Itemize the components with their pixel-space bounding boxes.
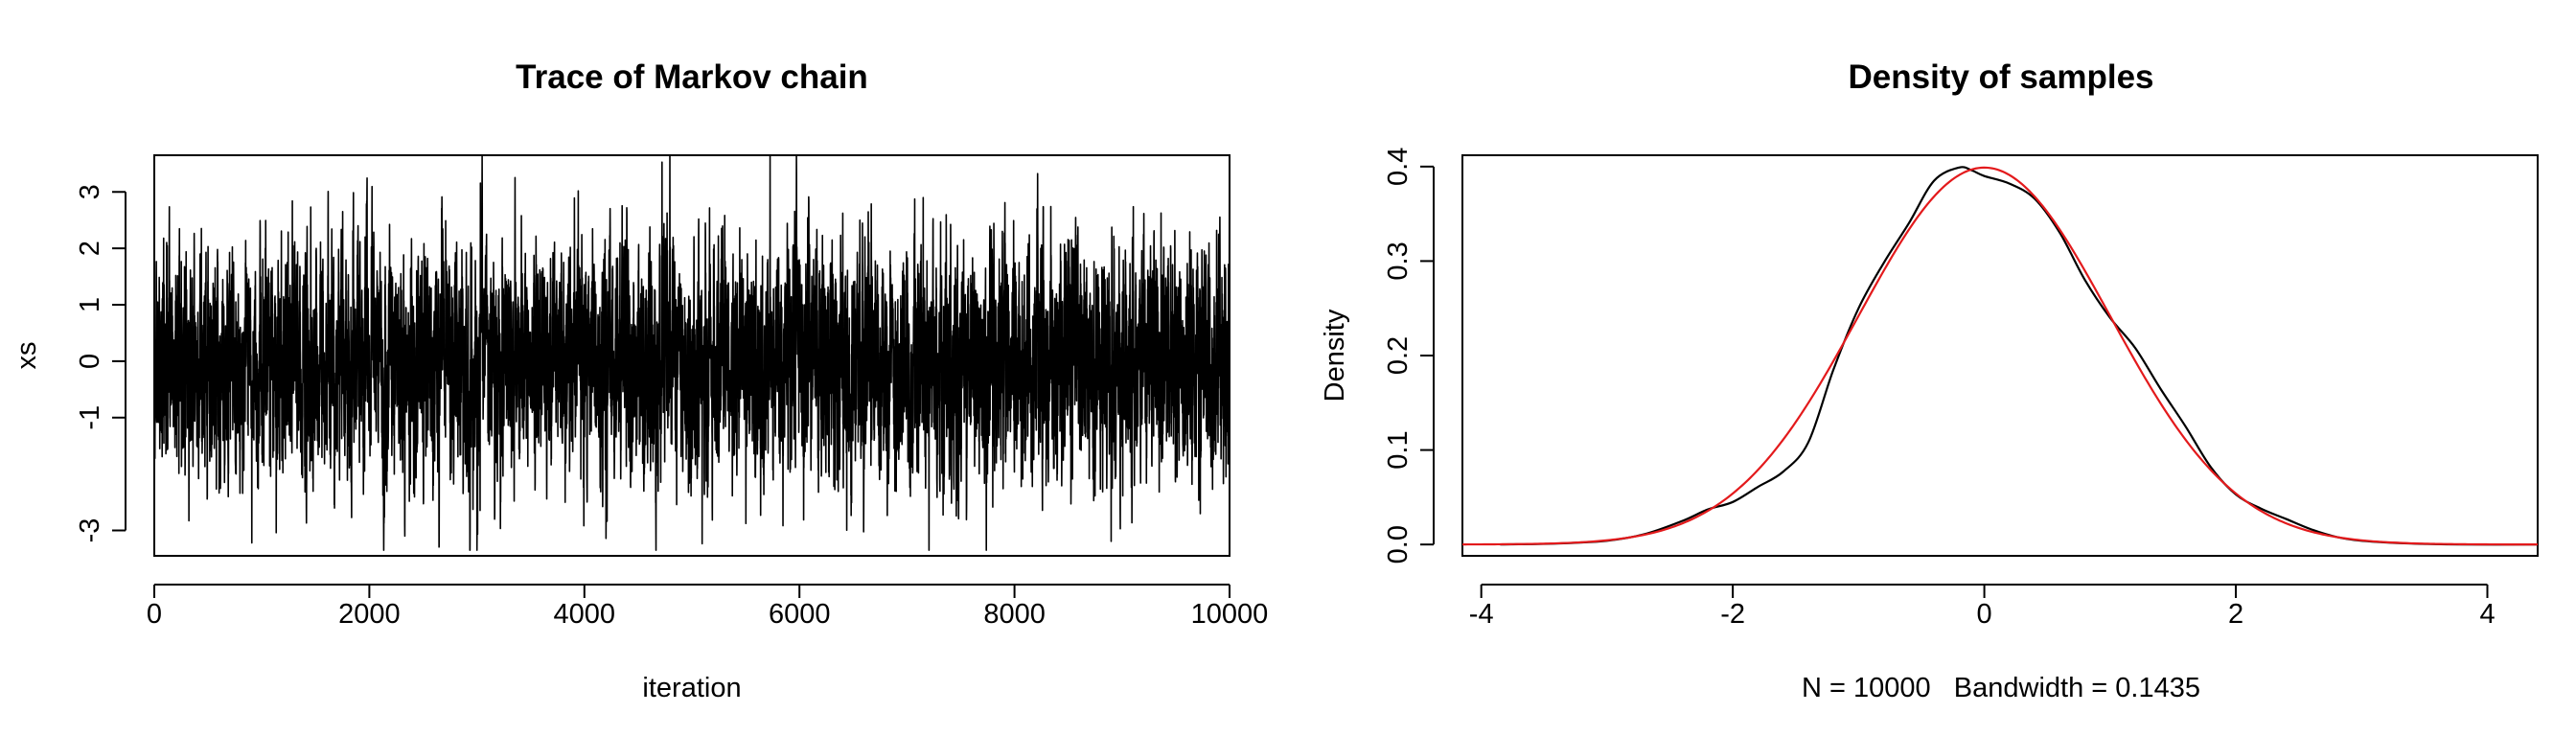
x-tick-label: 8000 <box>983 599 1046 630</box>
trace-axes: 0 2000 4000 6000 8000 10000 -3 -1 0 1 2 3 <box>75 184 1268 630</box>
y-tick-label: -1 <box>75 405 105 430</box>
density-x-axis-label: N = 10000 Bandwidth = 0.1435 <box>1802 673 2200 703</box>
density-kde-line <box>1500 166 2539 546</box>
trace-line-layer <box>153 154 1230 551</box>
y-tick-label: 1 <box>75 297 105 312</box>
x-tick-label: 4000 <box>554 599 616 630</box>
y-tick-label: 2 <box>75 241 105 256</box>
trace-x-axis-label: iteration <box>642 673 741 703</box>
x-tick-label: 0 <box>1977 599 1992 630</box>
y-tick-label: 0.4 <box>1383 148 1414 186</box>
density-title: Density of samples <box>1849 58 2154 96</box>
density-plot-panel: Density of samples -4 -2 0 2 4 0.0 0.1 0.2 0.3 0.… <box>1320 58 2539 703</box>
density-normal-curve <box>1461 166 2539 546</box>
density-y-axis-label: Density <box>1320 309 1350 402</box>
x-tick-label: 2 <box>2228 599 2243 630</box>
trace-plot-panel: Trace of Markov chain 0 2000 4000 6000 8000 1… <box>12 58 1268 703</box>
y-tick-label: 0.3 <box>1383 242 1414 280</box>
x-tick-label: 6000 <box>769 599 831 630</box>
trace-series-line <box>153 154 1230 551</box>
x-tick-label: -2 <box>1720 599 1745 630</box>
y-tick-label: 0.1 <box>1383 430 1414 469</box>
x-tick-label: 10000 <box>1191 599 1269 630</box>
x-tick-label: 0 <box>147 599 162 630</box>
x-tick-label: 2000 <box>338 599 401 630</box>
trace-y-axis-label: xs <box>12 342 42 370</box>
density-axes: -4 -2 0 2 4 0.0 0.1 0.2 0.3 0.4 <box>1383 148 2496 630</box>
y-tick-label: 0.2 <box>1383 336 1414 375</box>
x-tick-label: 4 <box>2479 599 2495 630</box>
y-tick-label: 0.0 <box>1383 525 1414 564</box>
y-tick-label: 3 <box>75 184 105 199</box>
y-tick-label: 0 <box>75 354 105 369</box>
trace-title: Trace of Markov chain <box>516 58 868 96</box>
density-line-layer <box>1461 166 2539 546</box>
x-tick-label: -4 <box>1469 599 1494 630</box>
density-plot-frame <box>1461 154 2539 557</box>
y-tick-label: -3 <box>75 518 105 543</box>
